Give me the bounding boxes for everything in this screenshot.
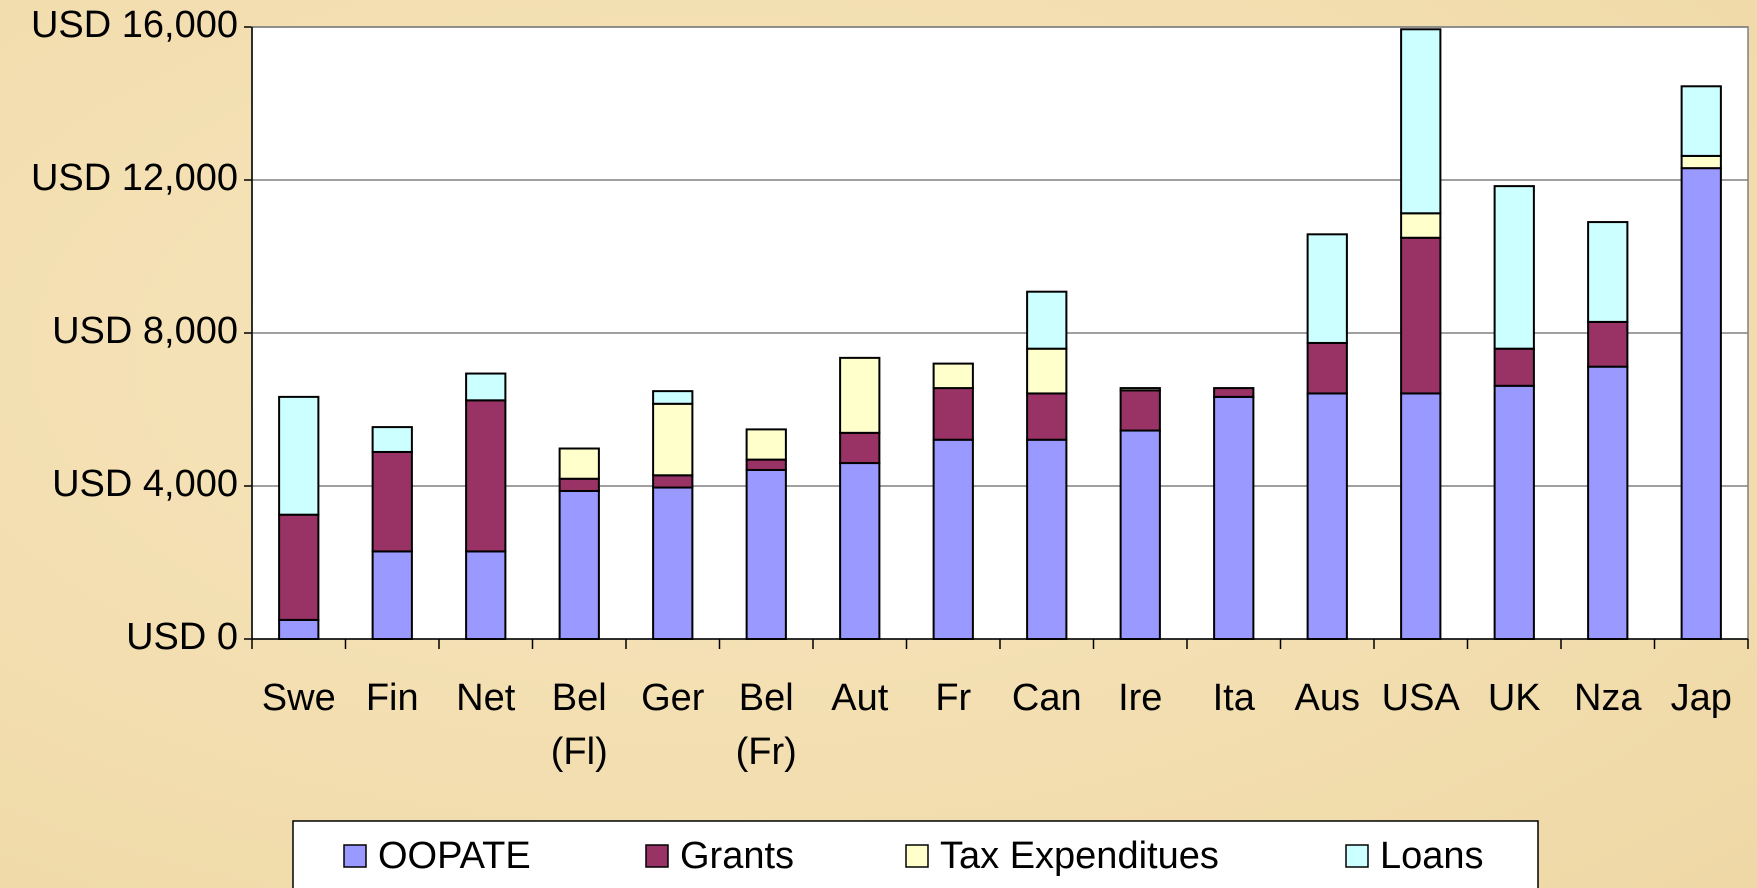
bar-segment	[839, 462, 881, 640]
x-tick-label: Bel (Fl)	[551, 677, 608, 773]
bar-segment	[1400, 212, 1442, 239]
bar-segment	[1587, 320, 1629, 368]
bar-segment	[465, 372, 507, 402]
bar-segment	[278, 395, 320, 516]
x-tick-label: USA	[1382, 677, 1461, 719]
bar-segment	[745, 458, 787, 471]
bar-segment	[1119, 429, 1161, 640]
bar-segment	[1587, 221, 1629, 323]
bar-segment	[465, 550, 507, 640]
y-tick-label: USD 16,000	[31, 4, 238, 46]
bar-segment	[371, 450, 413, 553]
bar-segment	[558, 489, 600, 640]
bar-segment	[932, 438, 974, 640]
x-tick-label: Aus	[1295, 677, 1360, 719]
bar-segment	[839, 356, 881, 434]
y-tick-label: USD 8,000	[52, 310, 238, 352]
legend-swatch	[645, 844, 669, 868]
legend-swatch	[1345, 844, 1369, 868]
bar-segment	[1306, 341, 1348, 395]
bar-segment	[932, 387, 974, 441]
x-tick-label: Aut	[831, 677, 888, 719]
x-tick-label: Fin	[366, 677, 419, 719]
bar-segment	[652, 402, 694, 477]
bar-segment	[1026, 392, 1068, 441]
bar-segment	[1026, 290, 1068, 350]
bar-segment	[278, 618, 320, 640]
y-tick-label: USD 4,000	[52, 463, 238, 505]
bar-segment	[1026, 347, 1068, 395]
bar-segment	[652, 474, 694, 489]
bar-segment	[1119, 387, 1161, 392]
bar-segment	[652, 486, 694, 640]
bar-segment	[1213, 387, 1255, 398]
bar-segment	[1680, 85, 1722, 157]
x-tick-label: Ire	[1118, 677, 1162, 719]
x-tick-label: Nza	[1574, 677, 1642, 719]
legend-label: OOPATE	[378, 835, 531, 877]
x-tick-label: Can	[1012, 677, 1082, 719]
bar-segment	[371, 426, 413, 453]
bar-segment	[1493, 347, 1535, 387]
x-tick-label: Ger	[641, 677, 705, 719]
bar-segment	[1493, 384, 1535, 640]
x-tick-label: Net	[456, 677, 516, 719]
y-tick-label: USD 12,000	[31, 157, 238, 199]
legend-label: Loans	[1380, 835, 1484, 877]
bar-segment	[278, 513, 320, 621]
bar-segment	[932, 362, 974, 390]
x-tick-label: Jap	[1671, 677, 1732, 719]
bar-segment	[1587, 365, 1629, 640]
bar-segment	[1680, 167, 1722, 641]
legend-label: Grants	[680, 835, 794, 877]
legend-label: Tax Expenditues	[940, 835, 1219, 877]
bar-segment	[1400, 392, 1442, 640]
bar-segment	[1213, 395, 1255, 640]
bar-segment	[371, 550, 413, 640]
y-tick-label: USD 0	[126, 616, 238, 658]
bar-segment	[745, 428, 787, 461]
bar-segment	[1026, 438, 1068, 640]
x-tick-label: UK	[1488, 677, 1541, 719]
bar-segment	[1400, 236, 1442, 395]
legend-swatch	[905, 844, 929, 868]
legend-swatch	[343, 844, 367, 868]
bar-segment	[1306, 233, 1348, 344]
x-tick-label: Fr	[935, 677, 971, 719]
bar-segment	[558, 447, 600, 480]
bar-segment	[1493, 185, 1535, 350]
x-tick-label: Swe	[262, 677, 336, 719]
bar-segment	[1119, 389, 1161, 432]
x-tick-label: Ita	[1213, 677, 1256, 719]
bar-segment	[1680, 154, 1722, 170]
x-tick-label: Bel (Fr)	[736, 677, 797, 773]
bar-segment	[652, 390, 694, 405]
bar-segment	[465, 399, 507, 553]
bar-segment	[839, 431, 881, 465]
bar-segment	[1306, 392, 1348, 640]
bar-segment	[558, 477, 600, 492]
bar-segment	[1400, 28, 1442, 215]
bar-segment	[745, 468, 787, 640]
